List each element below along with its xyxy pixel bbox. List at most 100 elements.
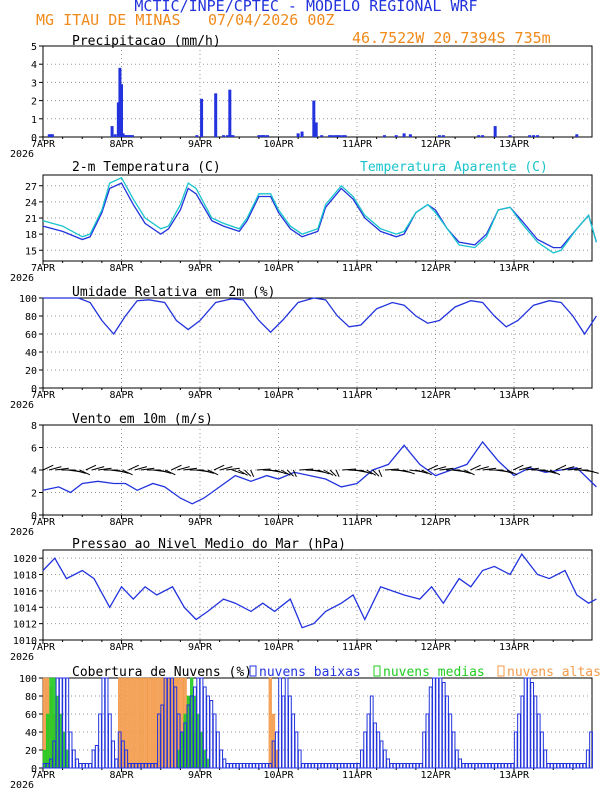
cloud-bar-nuvens-baixas <box>484 763 489 769</box>
precip-bar <box>328 135 332 137</box>
wind-arrow <box>292 469 297 478</box>
precip-bar <box>228 89 232 137</box>
cloud-bar-nuvens-altas <box>140 677 145 769</box>
wind-arrow <box>519 466 532 471</box>
y-tick-label: 100 <box>19 674 37 685</box>
cloud-bar-nuvens-baixas <box>379 740 384 769</box>
cloud-bar-nuvens-baixas <box>232 763 237 769</box>
cloud-bar-nuvens-baixas <box>432 677 436 769</box>
cloud-bar-nuvens-baixas <box>576 763 580 769</box>
cloud-bar-nuvens-baixas <box>579 763 584 769</box>
cloud-bar-nuvens-baixas <box>461 763 466 769</box>
cloud-bar-nuvens-baixas <box>405 763 410 769</box>
y-tick-label: 1 <box>31 115 37 126</box>
precip-bar <box>394 135 398 137</box>
precip-bar <box>266 135 270 137</box>
wind-arrow <box>384 468 399 471</box>
cloud-bar-nuvens-baixas <box>464 763 469 769</box>
x-year-label: 2026 <box>10 780 34 791</box>
wind-arrow <box>317 469 330 475</box>
x-tick-label: 10APR <box>263 517 294 528</box>
y-tick-label: 1016 <box>13 587 37 598</box>
cloud-bar-nuvens-baixas <box>301 763 305 769</box>
cloud-bar-nuvens-baixas <box>441 682 446 769</box>
wind-arrow <box>586 469 599 474</box>
precip-bar <box>343 135 347 137</box>
wind-arrow <box>464 469 475 476</box>
cloud-bar-nuvens-baixas <box>572 763 577 769</box>
precip-bar <box>123 135 127 137</box>
x-tick-label: 8APR <box>109 263 134 274</box>
cloud-bar-nuvens-baixas <box>418 763 423 769</box>
wind-arrow <box>134 466 148 471</box>
y-tick-label: 20 <box>25 366 37 377</box>
cloud-bar-nuvens-baixas <box>409 763 413 769</box>
x-tick-label: 10APR <box>263 770 294 781</box>
cloud-bar-nuvens-baixas <box>513 731 518 769</box>
wind-arrow <box>177 466 190 471</box>
wind-arrow <box>164 469 176 476</box>
x-tick-label: 12APR <box>420 139 451 150</box>
cloud-bar-nuvens-altas <box>154 677 158 769</box>
cloud-bar-nuvens-baixas <box>526 677 531 769</box>
cloud-bar-nuvens-baixas <box>566 763 571 769</box>
y-tick-label: 20 <box>25 746 37 757</box>
wind-arrow <box>85 464 97 471</box>
cloud-bar-nuvens-baixas <box>540 731 544 769</box>
precip-bar <box>118 67 122 137</box>
y-tick-label: 4 <box>31 466 37 477</box>
cloud-bar-nuvens-baixas <box>556 763 561 769</box>
wind-arrow <box>73 469 86 474</box>
cloud-bar-nuvens-baixas <box>65 677 70 769</box>
cloud-bar-nuvens-baixas <box>58 677 63 769</box>
cloud-bar-nuvens-baixas <box>494 763 499 769</box>
cloud-bar-nuvens-baixas <box>425 713 430 769</box>
precip-bar <box>536 135 540 137</box>
panel-title: Umidade Relativa em 2m (%) <box>72 285 276 300</box>
cloud-bar-nuvens-baixas <box>389 763 394 769</box>
x-tick-label: 9APR <box>188 642 213 653</box>
wind-arrow <box>250 469 255 478</box>
x-tick-label: 12APR <box>420 263 451 274</box>
precip-bar <box>262 135 266 137</box>
cloud-bar-nuvens-baixas <box>317 763 322 769</box>
precip-bar <box>441 135 445 137</box>
cloud-bar-nuvens-baixas <box>242 763 246 769</box>
cloud-bar-nuvens-baixas <box>42 763 47 769</box>
y-tick-label: 80 <box>25 692 37 703</box>
cloud-bar-nuvens-altas <box>268 677 272 769</box>
x-tick-label: 11APR <box>342 390 373 401</box>
cloud-bar-nuvens-baixas <box>536 713 541 769</box>
precip-bar <box>129 135 133 137</box>
y-tick-label: 0 <box>31 764 37 775</box>
precip-bar <box>225 135 229 137</box>
y-tick-label: 100 <box>19 294 37 305</box>
wind-arrow <box>183 467 198 471</box>
cloud-bar-nuvens-baixas <box>589 731 593 769</box>
precip-bar <box>330 135 334 137</box>
cloud-bar-nuvens-baixas <box>471 763 476 769</box>
precip-bar <box>49 134 53 137</box>
x-tick-label: 13APR <box>499 642 530 653</box>
wind-arrow <box>122 469 133 476</box>
x-tick-label: 7APR <box>31 390 56 401</box>
panel-title: Pressao ao Nivel Medio do Mar (hPa) <box>72 537 346 552</box>
precip-bar <box>528 135 532 137</box>
x-tick-label: 9APR <box>188 139 213 150</box>
wind-arrow <box>439 467 454 471</box>
x-year-label: 2026 <box>10 149 34 160</box>
coords-label: 46.7522W 20.7394S 735m <box>352 29 551 47</box>
cloud-bar-nuvens-baixas <box>68 731 73 769</box>
location-label: MG ITAU DE MINAS <box>36 11 181 29</box>
cloud-bar-nuvens-baixas <box>350 763 354 769</box>
x-tick-label: 10APR <box>263 263 294 274</box>
legend-label: nuvens baixas <box>259 665 361 680</box>
wind-arrow <box>335 469 340 478</box>
wind-arrow <box>238 469 248 476</box>
cloud-bar-nuvens-baixas <box>330 763 335 769</box>
precip-bar <box>341 135 345 137</box>
y-tick-label: 1020 <box>13 554 37 565</box>
cloud-bar-nuvens-baixas <box>268 763 273 769</box>
cloud-bar-nuvens-baixas <box>340 763 345 769</box>
wind-arrow <box>158 469 172 474</box>
